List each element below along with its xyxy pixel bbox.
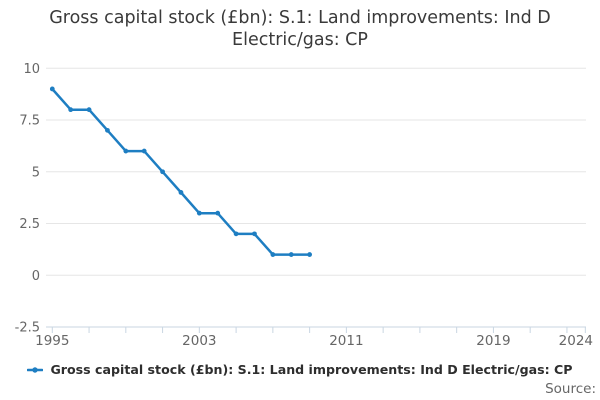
legend-item[interactable]: Gross capital stock (£bn): S.1: Land imp… — [27, 362, 573, 377]
svg-text:2019: 2019 — [476, 333, 510, 349]
svg-text:1995: 1995 — [35, 333, 69, 349]
svg-text:2.5: 2.5 — [19, 217, 40, 232]
chart-title: Gross capital stock (£bn): S.1: Land imp… — [0, 8, 600, 51]
source-line: Source: — [545, 381, 596, 397]
data-point — [86, 107, 92, 113]
data-point — [215, 210, 221, 216]
data-point — [105, 127, 110, 133]
svg-text:5: 5 — [32, 165, 40, 180]
data-point — [196, 210, 202, 216]
data-point — [141, 148, 147, 154]
x-axis — [46, 326, 586, 333]
data-point — [178, 190, 184, 195]
data-point — [49, 86, 55, 92]
data-point — [123, 148, 129, 154]
data-point — [160, 169, 165, 175]
data-point — [288, 252, 294, 257]
x-axis-labels: 1995 2003 2011 2019 2024 — [35, 333, 593, 349]
svg-text:-2.5: -2.5 — [15, 321, 40, 336]
line-chart: 10 7.5 5 2.5 0 -2.5 1995 2003 2011 2019 2024 — [15, 62, 593, 349]
svg-text:2024: 2024 — [559, 333, 593, 349]
data-point — [307, 252, 313, 257]
data-series — [49, 86, 313, 257]
legend-label: Gross capital stock (£bn): S.1: Land imp… — [50, 362, 573, 377]
svg-text:10: 10 — [23, 62, 40, 77]
chart-title-line2: Electric/gas: CP — [232, 29, 368, 50]
svg-text:7.5: 7.5 — [19, 114, 40, 129]
source-label: Source: — [545, 381, 596, 397]
svg-text:2003: 2003 — [182, 333, 216, 349]
data-point — [233, 231, 239, 237]
legend: Gross capital stock (£bn): S.1: Land imp… — [0, 362, 600, 377]
data-point — [270, 252, 276, 257]
data-point — [252, 231, 257, 237]
grid-lines — [46, 67, 586, 276]
svg-text:2011: 2011 — [329, 333, 363, 349]
legend-line-marker-icon — [27, 366, 44, 373]
data-point — [68, 107, 74, 113]
chart-title-line1: Gross capital stock (£bn): S.1: Land imp… — [49, 8, 551, 28]
svg-text:0: 0 — [32, 269, 40, 284]
y-axis-labels: 10 7.5 5 2.5 0 -2.5 — [15, 62, 40, 336]
